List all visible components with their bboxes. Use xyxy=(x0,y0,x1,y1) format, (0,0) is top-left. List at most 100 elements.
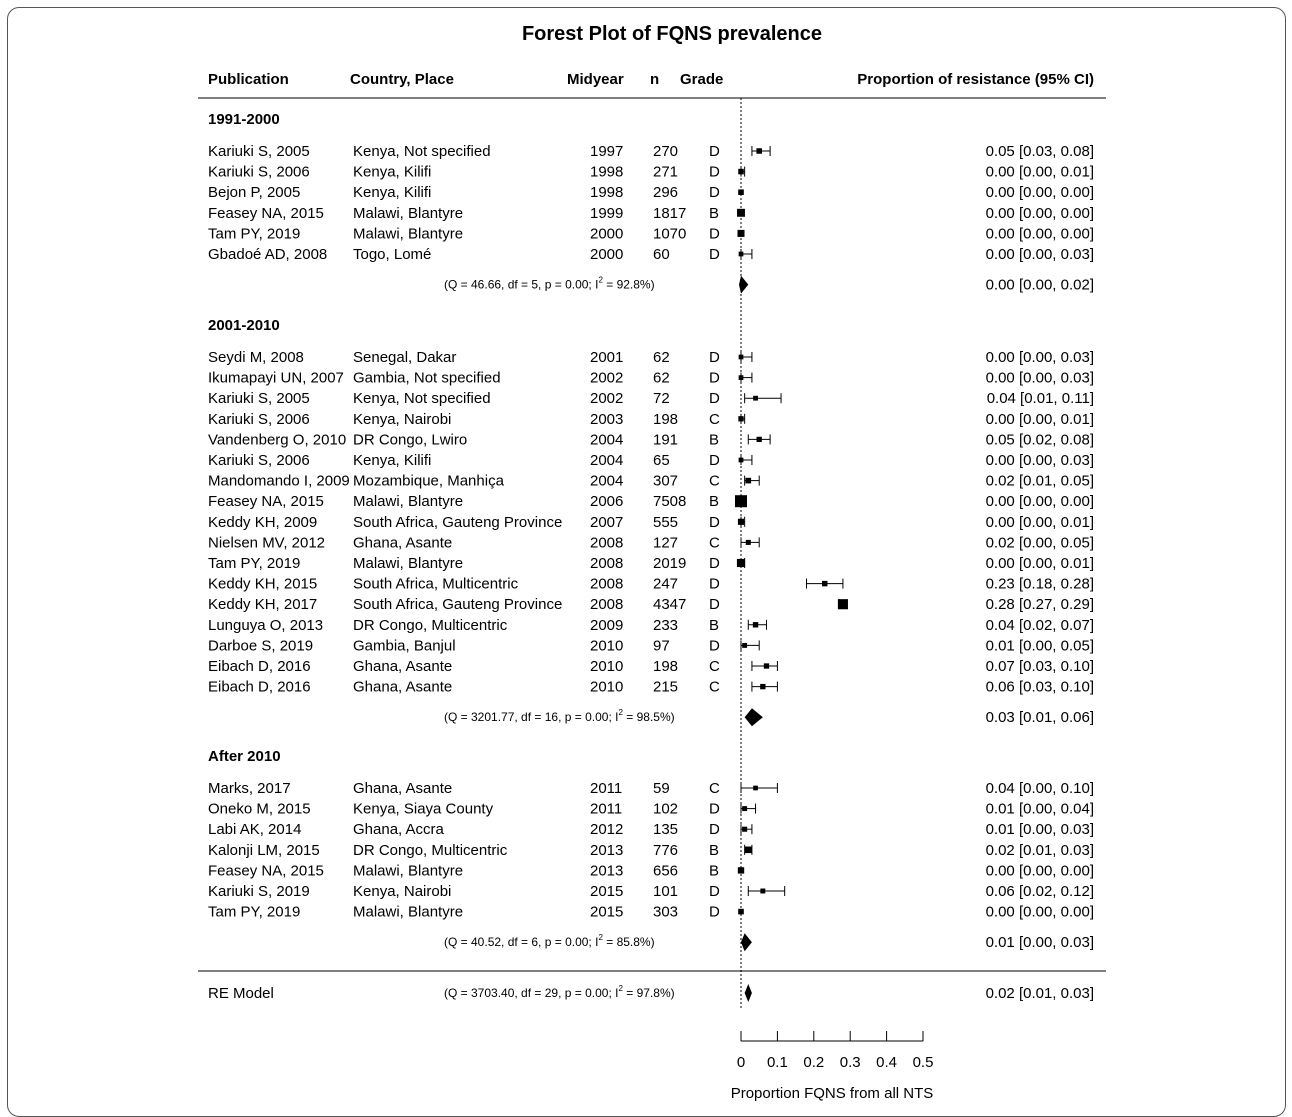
x-axis: 0 0.1 0.2 0.3 0.4 0.5 xyxy=(737,1031,933,1071)
estimate-ci-label: 0.00 [0.00, 0.03] xyxy=(986,452,1094,469)
x-tick-label: 0.4 xyxy=(876,1054,897,1071)
estimate-ci-label: 0.00 [0.00, 0.00] xyxy=(986,205,1094,222)
estimate-ci-label: 0.06 [0.03, 0.10] xyxy=(986,679,1094,696)
country-label: South Africa, Gauteng Province xyxy=(353,596,562,613)
grade-value: D xyxy=(709,452,720,469)
summary-diamond xyxy=(744,708,763,727)
midyear-value: 2008 xyxy=(590,596,623,613)
country-label: Kenya, Not specified xyxy=(353,143,491,160)
midyear-value: 2000 xyxy=(590,225,623,242)
estimate-ci-label: 0.23 [0.18, 0.28] xyxy=(986,576,1094,593)
heterogeneity-superscript: 2 xyxy=(618,984,623,993)
point-estimate xyxy=(837,599,848,610)
estimate-ci-label: 0.00 [0.00, 0.00] xyxy=(986,493,1094,510)
n-value: 101 xyxy=(653,883,678,900)
n-value: 303 xyxy=(653,904,678,921)
midyear-value: 1999 xyxy=(590,205,623,222)
midyear-value: 2006 xyxy=(590,493,623,510)
midyear-value: 2007 xyxy=(590,514,623,531)
publication-label: Feasey NA, 2015 xyxy=(208,493,324,510)
grade-value: C xyxy=(709,658,720,675)
point-estimate xyxy=(756,148,762,154)
overall-ci-label: 0.02 [0.01, 0.03] xyxy=(986,985,1094,1002)
n-value: 1817 xyxy=(653,205,686,222)
point-estimate xyxy=(738,375,744,380)
x-tick-label: 0.3 xyxy=(840,1054,861,1071)
point-estimate xyxy=(737,518,745,525)
point-estimate xyxy=(745,477,752,484)
midyear-value: 1998 xyxy=(590,164,623,181)
midyear-value: 2010 xyxy=(590,679,623,696)
country-label: Kenya, Nairobi xyxy=(353,411,451,428)
country-label: Gambia, Not specified xyxy=(353,370,501,387)
point-estimate xyxy=(742,806,748,812)
estimate-ci-label: 0.01 [0.00, 0.03] xyxy=(986,821,1094,838)
group-label: 2001-2010 xyxy=(208,317,280,334)
grade-value: D xyxy=(709,904,720,921)
country-label: DR Congo, Lwiro xyxy=(353,431,467,448)
point-estimate xyxy=(742,826,748,832)
estimate-ci-label: 0.00 [0.00, 0.00] xyxy=(986,225,1094,242)
header-grade: Grade xyxy=(680,71,723,88)
n-value: 59 xyxy=(653,780,670,797)
publication-label: Kariuki S, 2006 xyxy=(208,164,310,181)
heterogeneity-text: (Q = 3201.77, df = 16, p = 0.00; I xyxy=(444,710,618,724)
summary-ci-label: 0.01 [0.00, 0.03] xyxy=(986,934,1094,951)
country-label: Malawi, Blantyre xyxy=(353,862,463,879)
publication-label: Gbadoé AD, 2008 xyxy=(208,246,327,263)
midyear-value: 2013 xyxy=(590,842,623,859)
midyear-value: 2010 xyxy=(590,637,623,654)
country-label: Ghana, Asante xyxy=(353,658,452,675)
n-value: 191 xyxy=(653,431,678,448)
heterogeneity-text: (Q = 46.66, df = 5, p = 0.00; I xyxy=(444,278,598,292)
heterogeneity-superscript: 2 xyxy=(598,933,603,942)
midyear-value: 2011 xyxy=(590,780,622,797)
point-estimate xyxy=(742,642,748,648)
publication-label: Kariuki S, 2006 xyxy=(208,452,310,469)
x-axis-label: Proportion FQNS from all NTS xyxy=(731,1085,934,1101)
country-label: Malawi, Blantyre xyxy=(353,225,463,242)
heterogeneity-superscript: 2 xyxy=(618,708,623,717)
point-estimate xyxy=(760,888,766,894)
grade-value: D xyxy=(709,883,720,900)
estimate-ci-label: 0.02 [0.00, 0.05] xyxy=(986,534,1094,551)
n-value: 127 xyxy=(653,534,678,551)
grade-value: D xyxy=(709,370,720,387)
summary-ci-label: 0.00 [0.00, 0.02] xyxy=(986,277,1094,294)
midyear-value: 2008 xyxy=(590,534,623,551)
estimate-ci-label: 0.01 [0.00, 0.04] xyxy=(986,801,1094,818)
country-label: Ghana, Asante xyxy=(353,780,452,797)
heterogeneity-text: = 85.8%) xyxy=(603,935,655,949)
publication-label: Darboe S, 2019 xyxy=(208,637,313,654)
estimate-ci-label: 0.00 [0.00, 0.01] xyxy=(986,411,1094,428)
grade-value: D xyxy=(709,225,720,242)
country-label: DR Congo, Multicentric xyxy=(353,842,508,859)
point-estimate xyxy=(738,168,744,175)
heterogeneity-text: (Q = 3703.40, df = 29, p = 0.00; I xyxy=(444,986,618,1000)
grade-value: C xyxy=(709,473,720,490)
point-estimate xyxy=(738,908,744,915)
n-value: 270 xyxy=(653,143,678,160)
heterogeneity-superscript: 2 xyxy=(598,276,603,285)
country-label: Kenya, Siaya County xyxy=(353,801,494,818)
publication-label: Eibach D, 2016 xyxy=(208,679,311,696)
point-estimate xyxy=(821,580,828,587)
grade-value: D xyxy=(709,143,720,160)
estimate-ci-label: 0.07 [0.03, 0.10] xyxy=(986,658,1094,675)
midyear-value: 2001 xyxy=(590,349,623,366)
publication-label: Nielsen MV, 2012 xyxy=(208,534,325,551)
estimate-ci-label: 0.00 [0.00, 0.03] xyxy=(986,349,1094,366)
grade-value: D xyxy=(709,514,720,531)
publication-label: Kariuki S, 2019 xyxy=(208,883,310,900)
header-n: n xyxy=(650,71,659,88)
publication-label: Keddy KH, 2009 xyxy=(208,514,317,531)
n-value: 7508 xyxy=(653,493,686,510)
point-estimate xyxy=(738,457,744,463)
x-tick-label: 0 xyxy=(737,1054,745,1071)
estimate-ci-label: 0.00 [0.00, 0.00] xyxy=(986,184,1094,201)
midyear-value: 2015 xyxy=(590,904,623,921)
heterogeneity-stats: (Q = 40.52, df = 6, p = 0.00; I2 = 85.8%… xyxy=(444,933,655,949)
group-label: After 2010 xyxy=(208,748,281,765)
point-estimate xyxy=(737,208,745,217)
